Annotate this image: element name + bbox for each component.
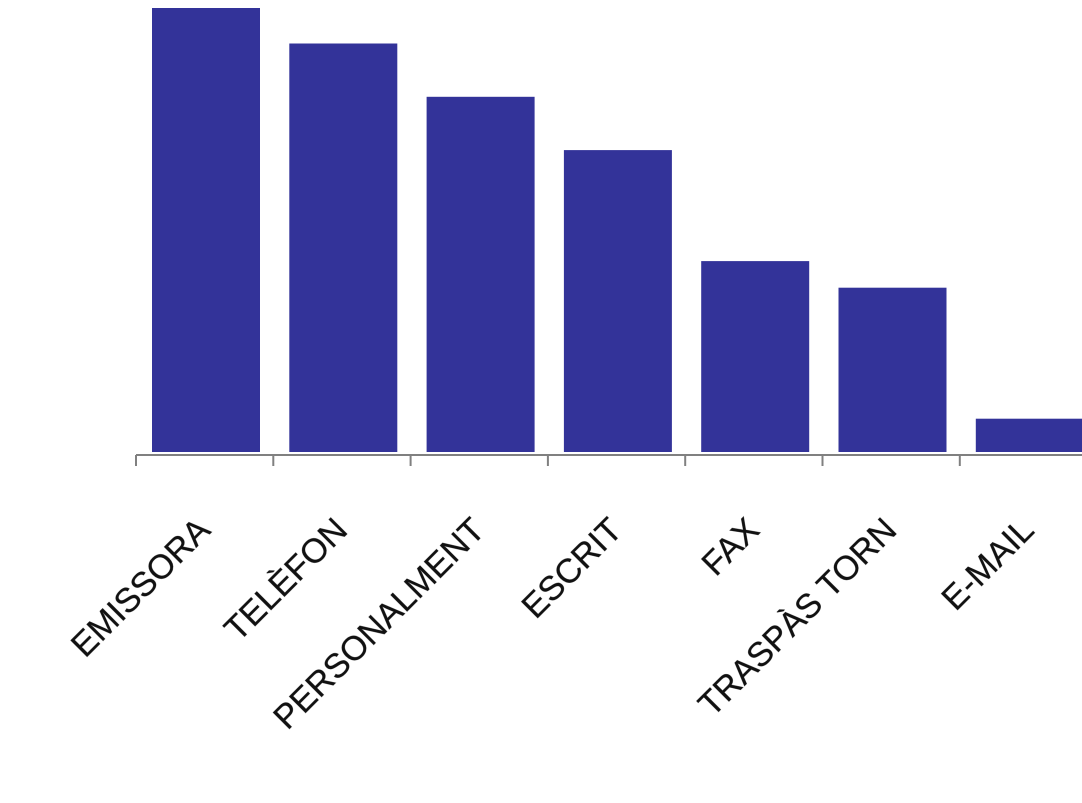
bar-5 xyxy=(838,287,947,452)
bars-group xyxy=(152,8,1082,453)
x-tick-label-0: EMISSORA xyxy=(64,511,218,665)
x-tick-label-1: TELÈFON xyxy=(217,511,355,649)
bar-3 xyxy=(563,150,672,452)
x-tick-label-3: ESCRIT xyxy=(515,511,630,626)
bar-0 xyxy=(152,8,260,452)
bar-6 xyxy=(975,418,1082,452)
bar-1 xyxy=(289,43,398,452)
x-tick-label-4: FAX xyxy=(695,511,767,583)
bar-4 xyxy=(701,261,810,452)
bar-2 xyxy=(426,96,535,453)
x-axis xyxy=(135,454,1082,466)
x-tick-label-6: E-MAIL xyxy=(934,511,1041,618)
